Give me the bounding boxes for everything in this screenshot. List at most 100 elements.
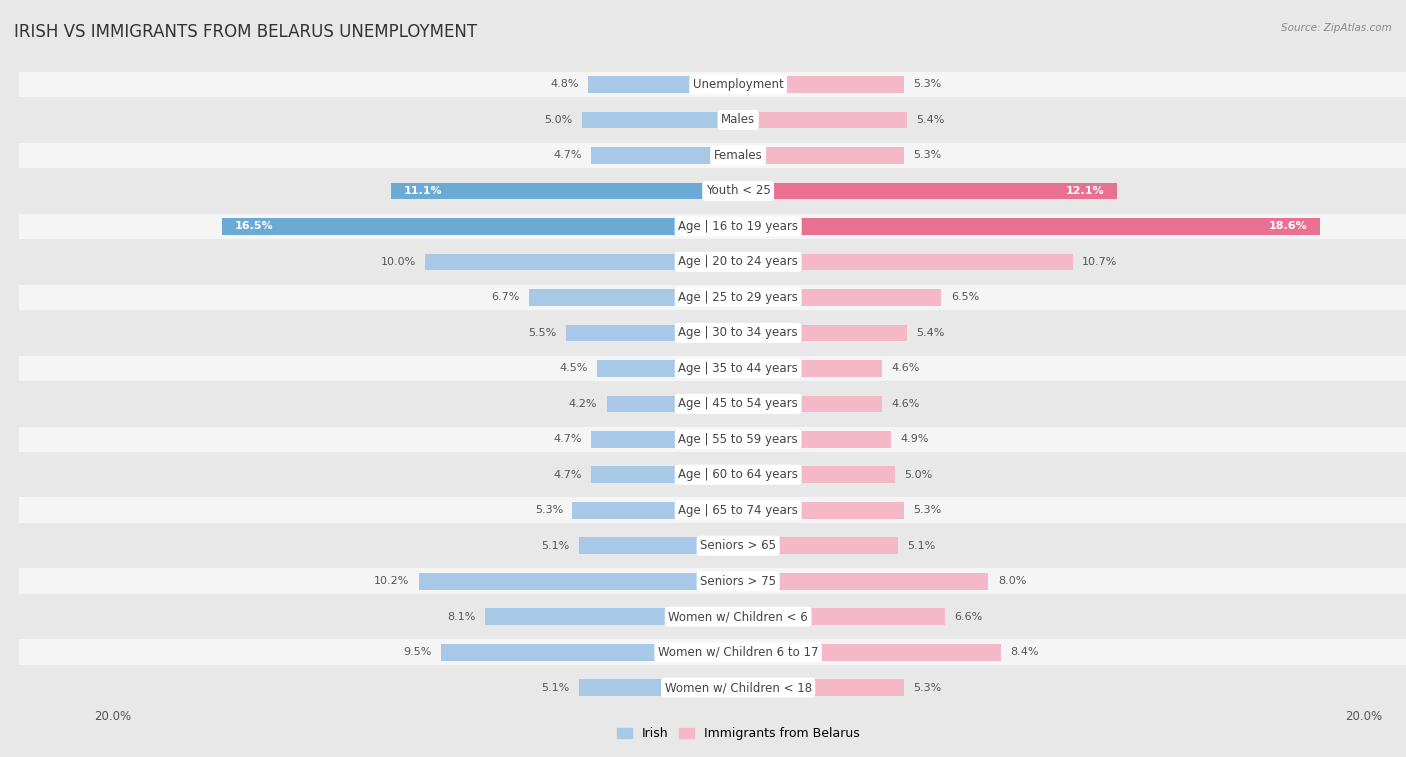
Text: Women w/ Children 6 to 17: Women w/ Children 6 to 17 bbox=[658, 646, 818, 659]
Text: 5.4%: 5.4% bbox=[917, 328, 945, 338]
Text: Age | 55 to 59 years: Age | 55 to 59 years bbox=[678, 433, 799, 446]
FancyBboxPatch shape bbox=[18, 497, 1406, 523]
Text: 5.1%: 5.1% bbox=[907, 540, 935, 551]
Text: Women w/ Children < 18: Women w/ Children < 18 bbox=[665, 681, 811, 694]
FancyBboxPatch shape bbox=[18, 249, 1406, 275]
Bar bbox=[579, 537, 738, 554]
FancyBboxPatch shape bbox=[18, 72, 1406, 97]
Bar bbox=[738, 466, 894, 483]
Text: 12.1%: 12.1% bbox=[1066, 186, 1104, 196]
Bar bbox=[591, 466, 738, 483]
Text: Age | 35 to 44 years: Age | 35 to 44 years bbox=[678, 362, 799, 375]
FancyBboxPatch shape bbox=[18, 426, 1406, 452]
FancyBboxPatch shape bbox=[18, 356, 1406, 381]
Bar bbox=[572, 502, 738, 519]
Text: 5.0%: 5.0% bbox=[904, 470, 932, 480]
Bar bbox=[738, 218, 1320, 235]
Bar bbox=[598, 360, 738, 377]
Text: 4.9%: 4.9% bbox=[901, 435, 929, 444]
Text: 4.7%: 4.7% bbox=[553, 435, 582, 444]
Bar bbox=[738, 147, 904, 164]
FancyBboxPatch shape bbox=[18, 462, 1406, 488]
Bar bbox=[582, 111, 738, 128]
Bar bbox=[738, 254, 1073, 270]
Text: 5.1%: 5.1% bbox=[541, 540, 569, 551]
FancyBboxPatch shape bbox=[18, 320, 1406, 346]
Text: Unemployment: Unemployment bbox=[693, 78, 783, 91]
Bar bbox=[591, 431, 738, 447]
Text: Age | 60 to 64 years: Age | 60 to 64 years bbox=[678, 469, 799, 481]
Bar bbox=[425, 254, 738, 270]
FancyBboxPatch shape bbox=[18, 285, 1406, 310]
FancyBboxPatch shape bbox=[18, 142, 1406, 168]
Text: 6.7%: 6.7% bbox=[491, 292, 519, 302]
Bar bbox=[738, 609, 945, 625]
Bar bbox=[567, 325, 738, 341]
Text: Males: Males bbox=[721, 114, 755, 126]
Bar bbox=[579, 679, 738, 696]
FancyBboxPatch shape bbox=[18, 640, 1406, 665]
Text: Age | 45 to 54 years: Age | 45 to 54 years bbox=[678, 397, 799, 410]
Text: 18.6%: 18.6% bbox=[1268, 221, 1308, 232]
Text: Age | 16 to 19 years: Age | 16 to 19 years bbox=[678, 220, 799, 233]
Text: 11.1%: 11.1% bbox=[404, 186, 441, 196]
Text: 5.1%: 5.1% bbox=[541, 683, 569, 693]
Bar bbox=[738, 289, 942, 306]
Text: 4.7%: 4.7% bbox=[553, 470, 582, 480]
Text: IRISH VS IMMIGRANTS FROM BELARUS UNEMPLOYMENT: IRISH VS IMMIGRANTS FROM BELARUS UNEMPLO… bbox=[14, 23, 477, 41]
Text: 10.0%: 10.0% bbox=[381, 257, 416, 267]
Bar bbox=[738, 360, 882, 377]
Bar bbox=[391, 182, 738, 199]
Text: 4.2%: 4.2% bbox=[569, 399, 598, 409]
FancyBboxPatch shape bbox=[18, 213, 1406, 239]
Text: Age | 20 to 24 years: Age | 20 to 24 years bbox=[678, 255, 799, 269]
Text: 5.3%: 5.3% bbox=[914, 151, 942, 160]
Text: 5.3%: 5.3% bbox=[914, 79, 942, 89]
FancyBboxPatch shape bbox=[18, 604, 1406, 630]
Bar bbox=[738, 431, 891, 447]
Bar bbox=[222, 218, 738, 235]
FancyBboxPatch shape bbox=[18, 569, 1406, 594]
Text: Seniors > 75: Seniors > 75 bbox=[700, 575, 776, 587]
Text: 5.3%: 5.3% bbox=[914, 505, 942, 516]
Text: 4.6%: 4.6% bbox=[891, 363, 920, 373]
Bar bbox=[738, 395, 882, 412]
Bar bbox=[607, 395, 738, 412]
Bar bbox=[738, 325, 907, 341]
Bar bbox=[738, 502, 904, 519]
Text: 16.5%: 16.5% bbox=[235, 221, 273, 232]
Text: Seniors > 65: Seniors > 65 bbox=[700, 539, 776, 553]
Text: 5.0%: 5.0% bbox=[544, 115, 572, 125]
Text: 8.0%: 8.0% bbox=[998, 576, 1026, 586]
Bar bbox=[591, 147, 738, 164]
Text: 10.7%: 10.7% bbox=[1083, 257, 1118, 267]
Bar bbox=[738, 76, 904, 93]
Text: 4.7%: 4.7% bbox=[553, 151, 582, 160]
Text: Women w/ Children < 6: Women w/ Children < 6 bbox=[668, 610, 808, 623]
Bar bbox=[738, 573, 988, 590]
Bar bbox=[738, 182, 1116, 199]
Text: 6.6%: 6.6% bbox=[955, 612, 983, 621]
Legend: Irish, Immigrants from Belarus: Irish, Immigrants from Belarus bbox=[612, 722, 865, 746]
Text: Youth < 25: Youth < 25 bbox=[706, 185, 770, 198]
Bar bbox=[738, 644, 1001, 661]
Bar bbox=[738, 679, 904, 696]
Text: Age | 25 to 29 years: Age | 25 to 29 years bbox=[678, 291, 799, 304]
Text: 6.5%: 6.5% bbox=[950, 292, 979, 302]
FancyBboxPatch shape bbox=[18, 533, 1406, 559]
Text: 10.2%: 10.2% bbox=[374, 576, 409, 586]
Text: 4.6%: 4.6% bbox=[891, 399, 920, 409]
Text: 4.5%: 4.5% bbox=[560, 363, 588, 373]
Bar bbox=[441, 644, 738, 661]
Text: 5.4%: 5.4% bbox=[917, 115, 945, 125]
FancyBboxPatch shape bbox=[18, 675, 1406, 700]
FancyBboxPatch shape bbox=[18, 391, 1406, 416]
Bar bbox=[588, 76, 738, 93]
Text: 5.3%: 5.3% bbox=[534, 505, 562, 516]
Text: 5.3%: 5.3% bbox=[914, 683, 942, 693]
Bar bbox=[738, 111, 907, 128]
Text: 9.5%: 9.5% bbox=[404, 647, 432, 657]
Text: Females: Females bbox=[714, 149, 762, 162]
Text: 4.8%: 4.8% bbox=[550, 79, 579, 89]
Bar bbox=[485, 609, 738, 625]
